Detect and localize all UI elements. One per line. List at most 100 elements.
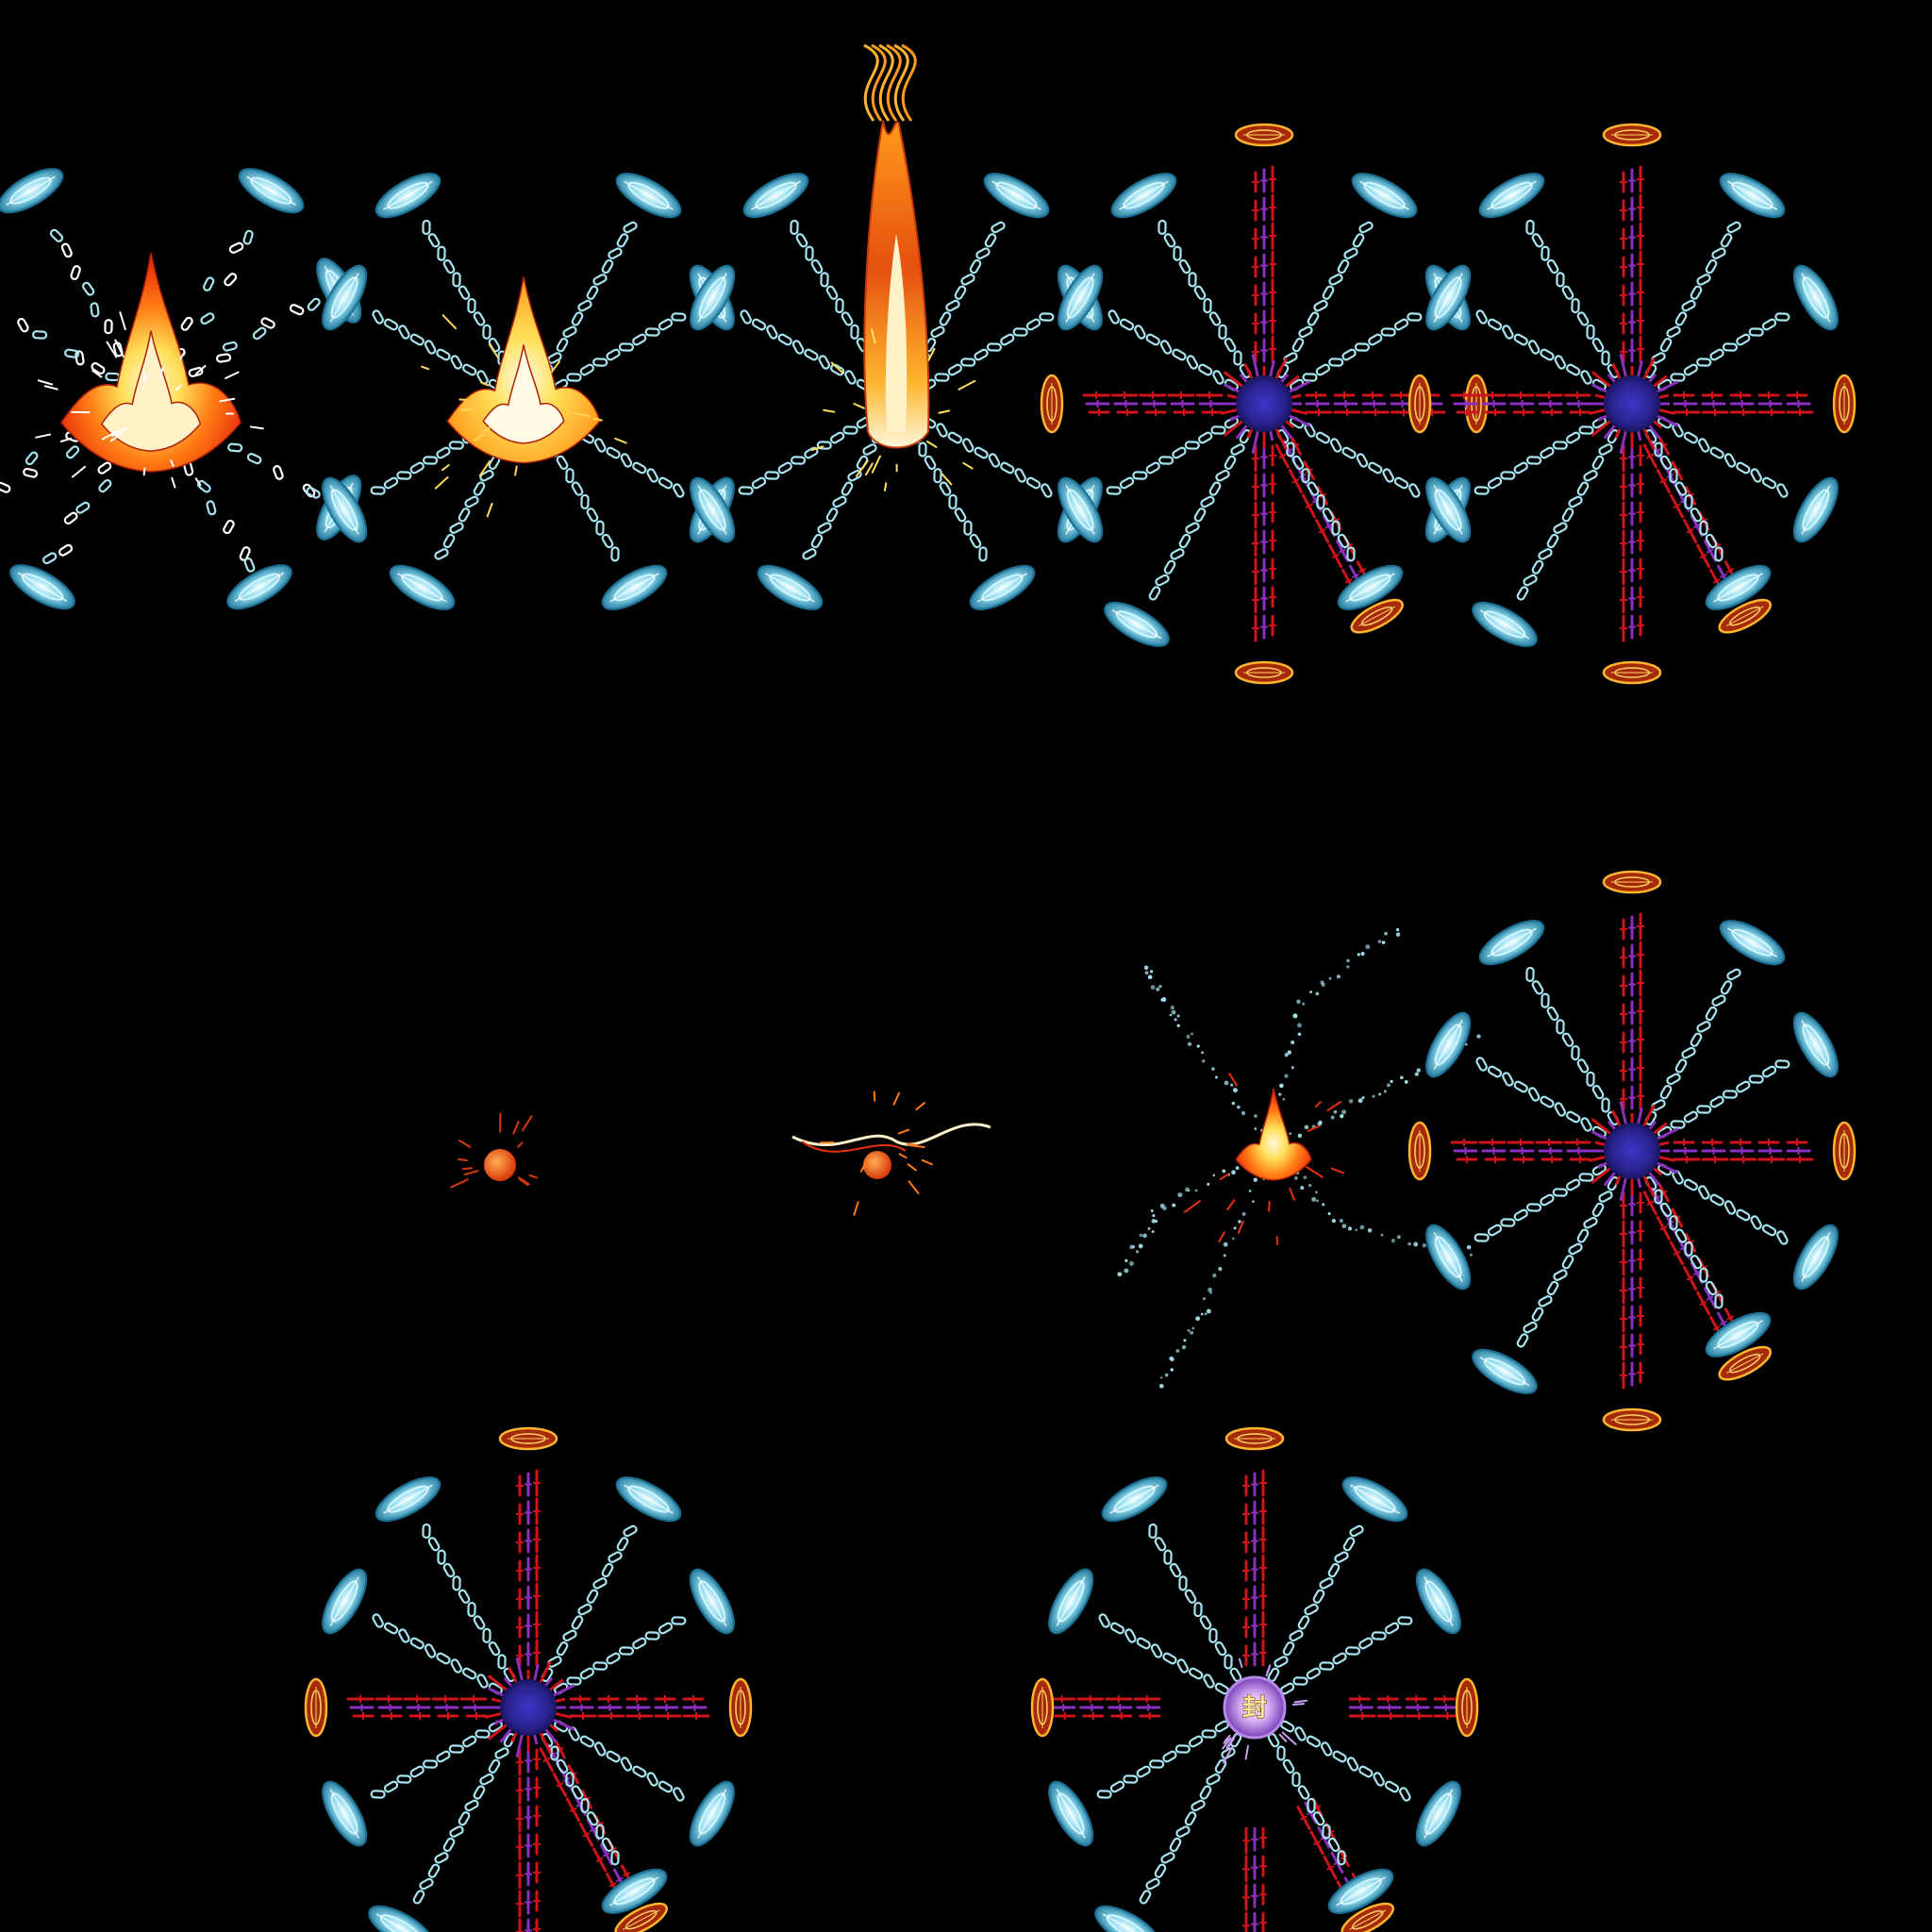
chain-link: [632, 1765, 647, 1778]
chain-link: [1527, 1087, 1541, 1102]
spark-dot: [1190, 1032, 1193, 1036]
chain-link: [97, 461, 112, 475]
chain-link: [17, 317, 29, 333]
chain-link: [562, 1629, 577, 1642]
chain-link: [1384, 1622, 1400, 1635]
spark-dot: [1209, 1291, 1212, 1294]
chain-link: [215, 353, 232, 363]
chain-link: [1705, 533, 1718, 549]
crystal-anchor: [1415, 1780, 1461, 1847]
frame-r2-c1: [304, 1426, 753, 1932]
crystal-shine: [1801, 1232, 1831, 1282]
chain-link: [1598, 1191, 1613, 1203]
crystal-anchor: [689, 1568, 735, 1635]
spark: [909, 1144, 925, 1149]
crystal-body: [368, 1905, 434, 1932]
rune-plate: [1341, 1902, 1394, 1932]
chain-link: [1109, 1780, 1125, 1793]
crystal-shine: [1801, 1020, 1831, 1070]
chain-link: [1025, 318, 1041, 331]
chain-link: [1292, 1676, 1308, 1686]
chain-link: [1576, 1058, 1590, 1074]
spark-dot: [1395, 932, 1401, 937]
chain-link: [1291, 1772, 1301, 1788]
crystal-anchor: [969, 564, 1036, 610]
chain-link: [565, 1772, 575, 1788]
spark-dot: [1252, 1200, 1255, 1203]
spark: [43, 385, 58, 391]
spark-dot: [1292, 1013, 1298, 1019]
spark-trail: [1158, 1141, 1274, 1389]
rune-dagger-guard: [1712, 578, 1721, 584]
spark-dot: [1347, 1226, 1353, 1231]
chain-link: [1720, 980, 1733, 995]
chain-link: [1203, 297, 1212, 314]
chain-link: [1316, 493, 1325, 510]
chain-link: [1525, 966, 1535, 983]
chain-link: [200, 312, 215, 325]
spark-dot: [1360, 951, 1365, 957]
spark-dot: [1380, 1233, 1384, 1237]
chain-link: [751, 318, 767, 331]
chain-link: [1208, 481, 1222, 496]
spark-dot: [1413, 1241, 1419, 1247]
chain-link: [1160, 1852, 1175, 1864]
chain-link: [1178, 1575, 1188, 1591]
fire-pillar-core: [885, 234, 908, 432]
spark-dot: [1214, 1075, 1218, 1079]
chain-link: [991, 221, 1006, 234]
chain: [1276, 221, 1374, 378]
spark: [1268, 1200, 1271, 1212]
chain-link: [1523, 1321, 1538, 1334]
chain-link: [25, 451, 39, 466]
chain-link: [1322, 1824, 1331, 1840]
chain-link: [482, 1627, 491, 1643]
spark: [518, 1178, 529, 1187]
rune-ray: [346, 1695, 488, 1720]
crystal-shine: [1111, 609, 1162, 640]
chain-link: [1000, 333, 1015, 346]
spark-dot: [1372, 1094, 1375, 1098]
chain-link: [571, 311, 584, 326]
crystal-anchor: [226, 564, 292, 610]
chain-link: [476, 1674, 489, 1689]
rune-dagger-guard: [1300, 1815, 1308, 1821]
chain-link: [592, 274, 608, 286]
crystal-shine: [697, 485, 727, 535]
chain-link: [63, 511, 78, 525]
crystal-shine: [234, 572, 285, 602]
spark-dot: [1147, 1226, 1151, 1230]
chain-link: [1724, 453, 1737, 468]
spark: [921, 1158, 933, 1166]
chain-link: [1674, 1228, 1688, 1243]
chain-link: [372, 309, 384, 325]
chain-link: [844, 370, 857, 385]
spark-dot: [1381, 941, 1386, 944]
chain-link: [1541, 992, 1550, 1008]
chain-link: [1158, 219, 1167, 236]
spark-dot: [1170, 1005, 1174, 1010]
rune-ray: [1242, 1826, 1267, 1932]
chain-link: [422, 219, 431, 236]
chain-link: [65, 445, 80, 459]
spark: [175, 384, 182, 391]
sparks: [421, 314, 627, 518]
chain-link: [1690, 285, 1703, 300]
chain-link: [1148, 1759, 1165, 1769]
crystal-shine: [624, 1484, 674, 1514]
dark-core: [1604, 1123, 1660, 1179]
crystal-shine: [329, 485, 359, 535]
chain-link: [223, 519, 235, 535]
chain-link: [1683, 1178, 1698, 1191]
chain-link: [1224, 1654, 1233, 1670]
spark-dot: [1156, 987, 1160, 991]
crystal-shine: [1433, 485, 1463, 535]
spark-trail: [1143, 965, 1278, 1146]
chain-link: [1571, 297, 1580, 314]
chain-link: [1681, 1046, 1696, 1059]
chain-link: [437, 245, 446, 261]
crystal-shine: [1713, 1320, 1763, 1350]
spark-dot: [1139, 1233, 1143, 1238]
spark-dot: [1233, 1226, 1237, 1230]
chain: [1657, 1163, 1789, 1245]
